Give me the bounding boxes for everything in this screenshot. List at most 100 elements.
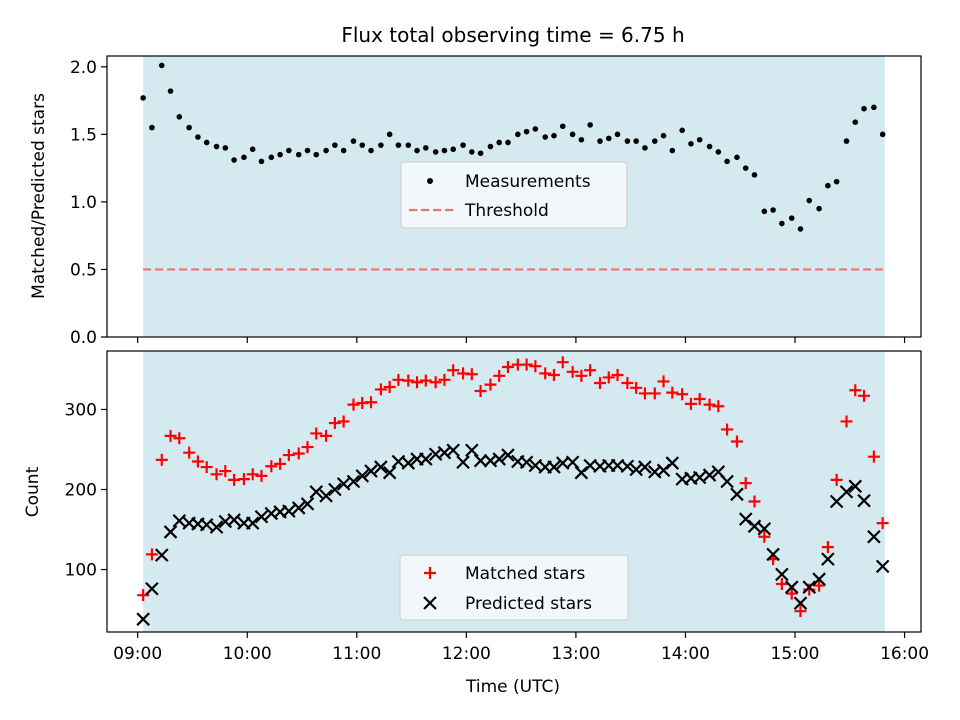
x-tick-label: 14:00 — [661, 644, 710, 664]
matched-star-point — [703, 398, 716, 411]
matched-star-point — [465, 368, 478, 381]
measurement-point — [441, 147, 448, 154]
matched-star-point — [621, 377, 634, 390]
predicted-star-point — [245, 516, 260, 530]
matched-star-point — [292, 447, 305, 460]
top-axes-frame — [106, 55, 922, 338]
matched-star-point — [191, 455, 204, 468]
matched-star-point — [210, 468, 223, 481]
predicted-star-point — [519, 455, 534, 470]
measurement-point — [149, 124, 155, 131]
bottom-y-ticks: 100 200 300 — [65, 400, 107, 581]
matched-star-point — [365, 396, 378, 409]
predicted-star-point — [282, 504, 296, 518]
matched-star-point — [539, 367, 552, 380]
measurement-point — [350, 138, 357, 144]
measurement-point — [405, 142, 412, 148]
matched-star-point — [474, 385, 487, 398]
predicted-star-point — [382, 465, 397, 480]
matched-star-point — [584, 364, 597, 377]
predicted-star-point — [565, 455, 580, 470]
x-tick-label: 09:00 — [113, 644, 162, 664]
measurement-point — [231, 157, 237, 163]
x-tick-label: 16:00 — [880, 644, 929, 664]
predicted-star-point — [346, 474, 361, 489]
predicted-star-point — [145, 581, 159, 596]
predicted-star-point — [665, 456, 680, 470]
matched-star-point — [748, 495, 761, 508]
predicted-star-point — [547, 460, 561, 474]
matched-star-point — [438, 373, 451, 386]
predicted-star-point — [692, 470, 707, 485]
measurement-point — [761, 208, 768, 215]
measurement-point — [378, 142, 384, 148]
measurement-point — [669, 147, 676, 154]
measurement-point — [368, 147, 374, 154]
matched-star-point — [328, 417, 341, 430]
measurement-point — [496, 139, 503, 146]
matched-star-point — [246, 468, 259, 481]
measurement-point — [551, 132, 557, 139]
measurement-point — [505, 139, 511, 146]
matched-star-point — [684, 397, 697, 410]
measurement-point — [696, 136, 703, 143]
predicted-star-point — [875, 559, 890, 574]
measurement-point — [679, 127, 685, 134]
matched-star-point — [858, 389, 871, 402]
predicted-star-point — [702, 468, 717, 482]
predicted-star-point — [775, 567, 789, 582]
measurement-point — [852, 119, 859, 125]
predicted-star-point — [319, 489, 333, 503]
predicted-star-point — [784, 580, 799, 594]
legend-predicted-label: Predicted stars — [465, 594, 592, 614]
measurement-point — [542, 134, 549, 140]
predicted-star-point — [199, 517, 214, 532]
measurement-point — [340, 147, 347, 154]
matched-star-point — [347, 398, 360, 411]
measurement-point — [770, 207, 776, 213]
legend-matched-marker — [424, 567, 436, 579]
predicted-star-point — [574, 465, 589, 480]
y-tick-label: 1.5 — [70, 125, 97, 145]
matched-star-point — [648, 387, 661, 400]
measurement-point — [313, 151, 320, 158]
matched-star-point — [575, 369, 588, 382]
matched-star-point — [775, 577, 788, 590]
matched-star-point — [758, 530, 771, 543]
top-y-ticks: 0.0 0.5 1.0 1.5 2.0 — [70, 58, 107, 348]
y-tick-label: 0.0 — [70, 328, 97, 348]
predicted-star-point — [437, 445, 452, 460]
matched-star-point — [484, 378, 497, 391]
measurement-point — [751, 172, 758, 178]
matched-star-point — [137, 589, 150, 602]
matched-star-point — [337, 415, 350, 428]
predicted-star-point — [291, 501, 306, 515]
measurement-point — [176, 113, 183, 120]
matched-star-point — [183, 446, 196, 459]
measurement-point — [559, 123, 566, 130]
measurement-points — [140, 62, 886, 232]
measurement-point — [359, 142, 366, 148]
top-panel: 0.00.51.01.52.0 Matched/Predicted stars … — [29, 55, 922, 348]
bottom-x-ticks: 09:00 10:00 11:00 12:00 13:00 14:00 15:00 16:00 — [113, 632, 929, 664]
bottom-ylabel: Count — [23, 466, 43, 517]
predicted-star-point — [867, 529, 881, 544]
measurement-point — [203, 139, 210, 146]
y-tick-label: 100 — [65, 561, 97, 581]
measurement-point — [532, 126, 539, 132]
predicted-star-point — [300, 497, 315, 511]
predicted-star-point — [656, 463, 671, 478]
matched-star-point — [237, 473, 250, 486]
matched-star-point — [721, 423, 734, 436]
measurement-point — [779, 220, 785, 227]
predicted-star-point — [364, 464, 378, 478]
top-ylabel: Matched/Predicted stars — [29, 93, 49, 299]
matched-star-point — [611, 369, 624, 382]
matched-star-point — [630, 381, 643, 394]
measurement-point — [295, 151, 302, 158]
predicted-star-point — [336, 477, 351, 491]
measurement-point — [222, 145, 229, 151]
predicted-star-point — [629, 462, 643, 477]
bottom-legend-box — [399, 554, 629, 621]
measurement-point — [806, 197, 813, 204]
